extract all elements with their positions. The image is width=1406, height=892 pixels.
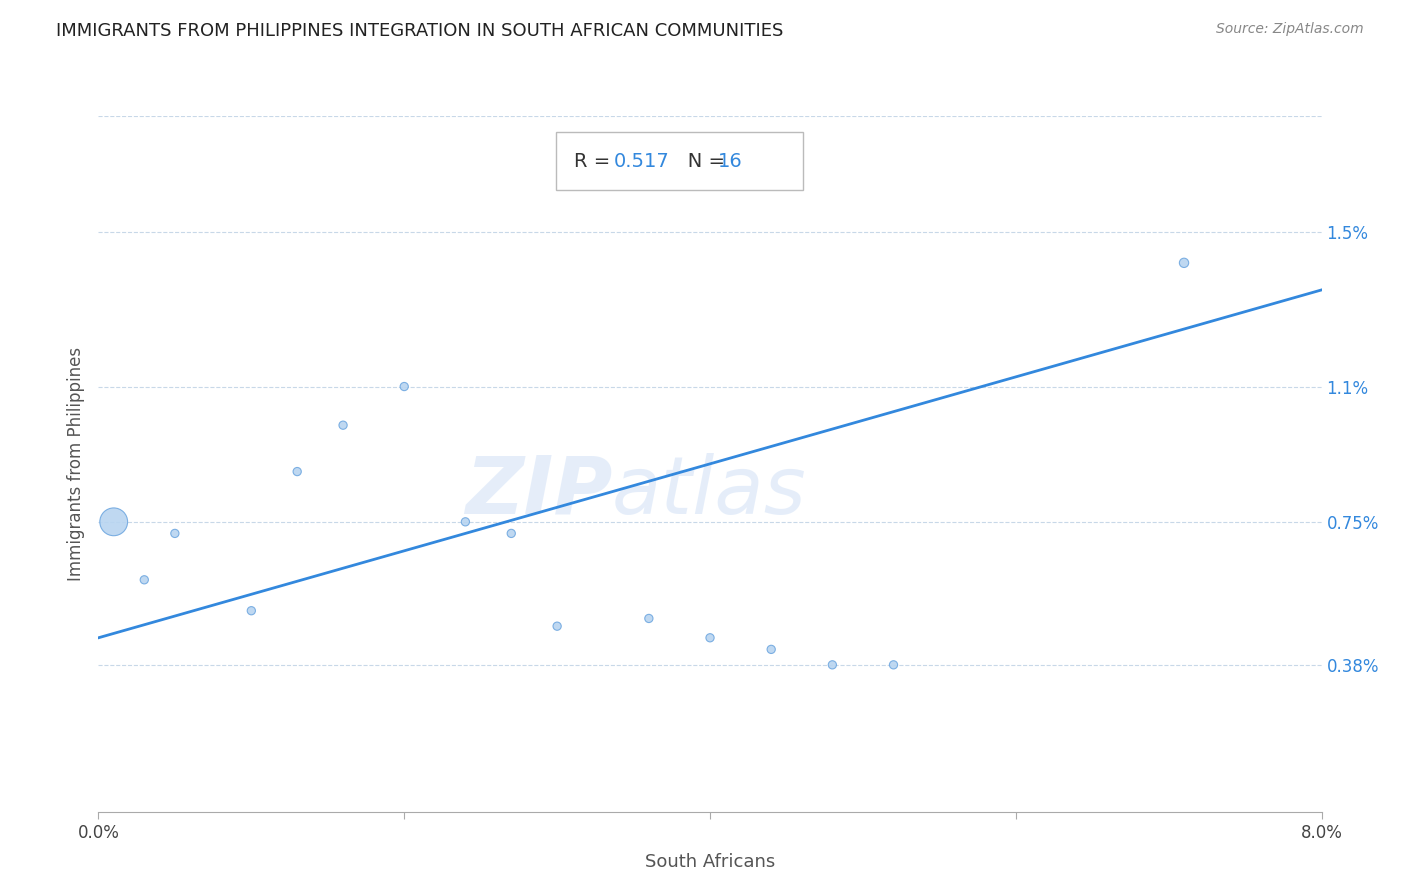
Text: 16: 16	[718, 152, 742, 170]
Point	[134, 573, 156, 587]
Text: N =: N =	[669, 152, 731, 170]
X-axis label: South Africans: South Africans	[645, 853, 775, 871]
Point	[103, 515, 125, 529]
Text: 0.517: 0.517	[614, 152, 669, 170]
Y-axis label: Immigrants from Philippines: Immigrants from Philippines	[66, 347, 84, 581]
Point	[699, 631, 721, 645]
Point	[821, 657, 844, 672]
Text: ZIP: ZIP	[465, 452, 612, 531]
Text: atlas: atlas	[612, 452, 807, 531]
Point	[240, 604, 263, 618]
Point	[163, 526, 186, 541]
Point	[454, 515, 477, 529]
Text: Source: ZipAtlas.com: Source: ZipAtlas.com	[1216, 22, 1364, 37]
Point	[285, 465, 308, 479]
Point	[1173, 256, 1195, 270]
Point	[332, 418, 354, 433]
Text: IMMIGRANTS FROM PHILIPPINES INTEGRATION IN SOUTH AFRICAN COMMUNITIES: IMMIGRANTS FROM PHILIPPINES INTEGRATION …	[56, 22, 783, 40]
Point	[546, 619, 568, 633]
Point	[637, 611, 661, 625]
Text: R =: R =	[575, 152, 617, 170]
Point	[392, 379, 416, 393]
Point	[759, 642, 782, 657]
Point	[883, 657, 905, 672]
Point	[501, 526, 523, 541]
